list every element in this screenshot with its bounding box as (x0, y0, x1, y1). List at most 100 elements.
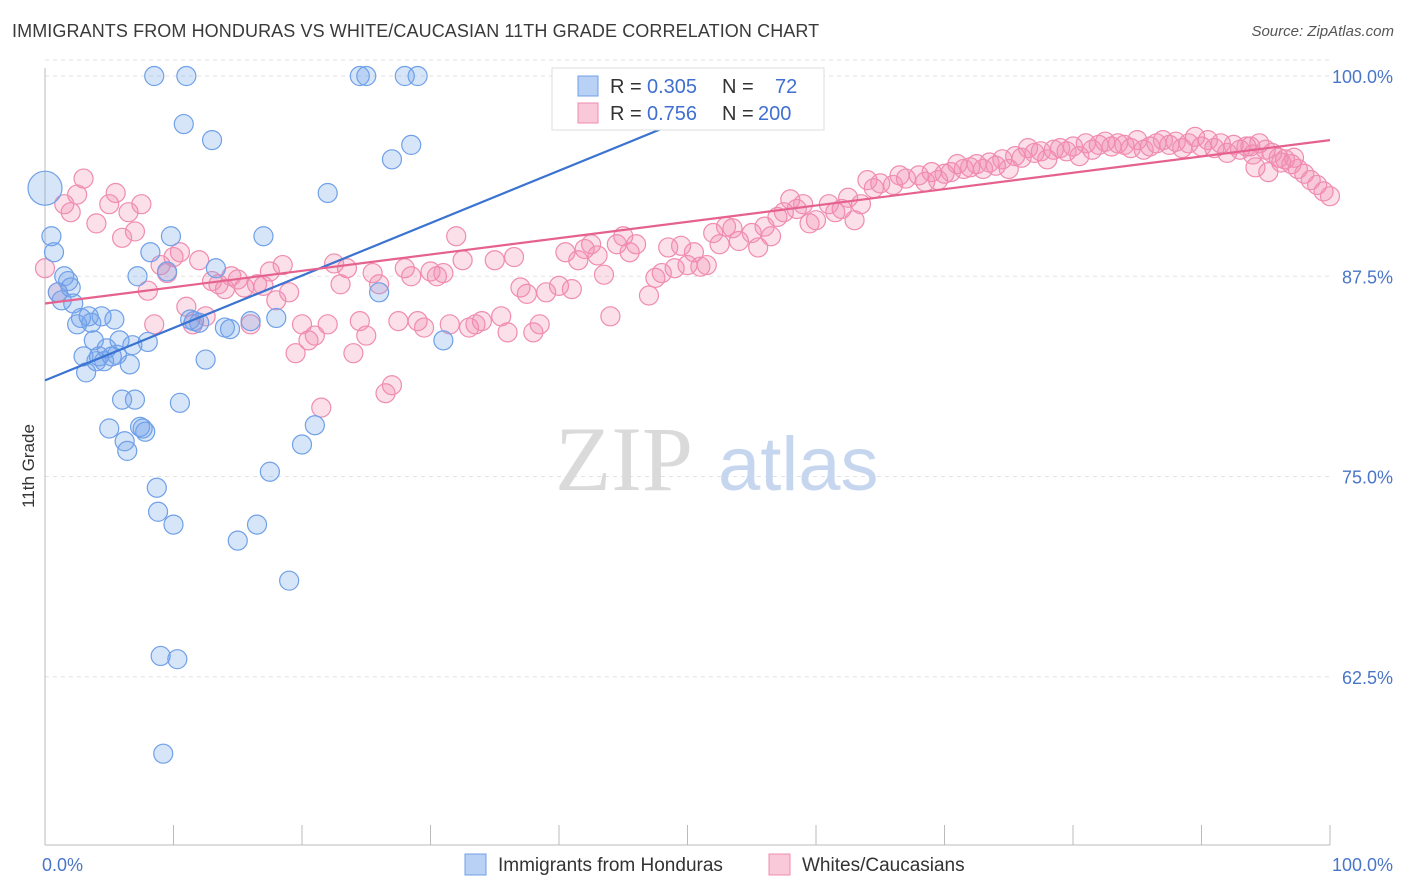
whites-point (625, 234, 647, 255)
honduras-point (91, 306, 112, 327)
whites-point (709, 234, 730, 255)
watermark-atlas: atlas (718, 422, 879, 507)
whites-point (401, 266, 422, 287)
source-label: Source: ZipAtlas.com (1251, 23, 1394, 40)
whites-point (304, 325, 325, 346)
whites-point (503, 246, 525, 268)
whites-point (317, 314, 338, 335)
honduras-point (124, 389, 146, 410)
y-tick-label: 75.0% (1342, 468, 1393, 488)
honduras-point (104, 309, 125, 330)
honduras-point (73, 346, 94, 367)
honduras-point (407, 65, 428, 87)
honduras-point (173, 113, 194, 135)
series-whites-points (34, 126, 1341, 418)
x-tick-label-max: 100.0% (1332, 855, 1393, 875)
honduras-point (119, 354, 140, 375)
whites-point (189, 250, 210, 271)
whites-point (850, 194, 872, 215)
x-tick-label-min: 0.0% (42, 855, 83, 875)
trend-lines (44, 91, 1331, 382)
whites-point (857, 170, 878, 191)
legend-r-value-2: 0.756 (647, 103, 697, 125)
honduras-point (43, 242, 65, 263)
whites-point (452, 250, 473, 271)
honduras-point (259, 461, 280, 482)
whites-point (1283, 147, 1305, 168)
honduras-point (433, 330, 454, 351)
whites-point (433, 262, 454, 284)
honduras-point (144, 65, 165, 87)
whites-point (60, 202, 81, 223)
honduras-point (117, 440, 138, 461)
honduras-point (153, 743, 174, 764)
whites-point (568, 250, 589, 271)
whites-point (169, 242, 191, 263)
whites-point (73, 168, 94, 189)
stats-legend: R = 0.305 N = 72 R = 0.756 N = 200 (551, 67, 825, 131)
whites-point (111, 227, 133, 248)
whites-point (529, 314, 550, 335)
whites-point (748, 237, 769, 258)
honduras-point (41, 226, 62, 247)
watermark: ZIP atlas (555, 408, 879, 510)
whites-point (670, 235, 692, 256)
whites-point (703, 222, 724, 244)
honduras-point (150, 645, 171, 667)
whites-point (285, 343, 306, 364)
bottom-legend-label-blue: Immigrants from Honduras (498, 855, 723, 876)
honduras-point (349, 65, 370, 87)
axes (44, 68, 1331, 846)
series-legend: Immigrants from Honduras Whites/Caucasia… (464, 853, 965, 876)
x-tick-labels: 0.0% 100.0% (42, 855, 1393, 875)
honduras-point (146, 477, 167, 498)
honduras-point (279, 570, 300, 591)
legend-swatch-pink (577, 102, 599, 124)
whites-point (105, 182, 126, 204)
whites-point (369, 274, 390, 295)
whites-point (1245, 157, 1266, 178)
honduras-point (27, 170, 63, 206)
whites-point (1107, 133, 1129, 154)
honduras-point (291, 434, 313, 455)
whites-point (690, 256, 711, 277)
bottom-legend-swatch-blue (464, 853, 487, 876)
whites-point (375, 383, 396, 404)
honduras-point (70, 307, 92, 329)
honduras-point (83, 330, 104, 351)
honduras-point (240, 311, 261, 332)
bottom-legend-swatch-pink (768, 853, 791, 876)
whites-point (998, 158, 1019, 180)
honduras-point (135, 421, 156, 442)
whites-point (940, 162, 962, 183)
whites-point (773, 202, 794, 223)
series-honduras-points (27, 65, 454, 764)
legend-n-label-2: N = (722, 103, 754, 125)
whites-point (356, 325, 377, 346)
honduras-point (317, 182, 338, 204)
whites-point (793, 194, 814, 215)
whites-point (118, 202, 139, 223)
honduras-point (99, 418, 120, 439)
honduras-point (140, 242, 161, 263)
legend-n-value-2: 200 (758, 103, 791, 125)
legend-n-label-1: N = (722, 76, 754, 98)
whites-point (266, 290, 287, 311)
legend-r-label-2: R = (610, 103, 642, 125)
honduras-point (127, 266, 148, 287)
whites-point (471, 311, 492, 332)
whites-trend-line (44, 139, 1331, 305)
whites-point (619, 242, 640, 263)
whites-point (658, 237, 679, 258)
whites-point (124, 221, 146, 242)
whites-point (587, 245, 608, 266)
whites-point (805, 210, 827, 231)
whites-point (1005, 146, 1026, 167)
whites-point (1069, 146, 1090, 167)
whites-point (523, 322, 544, 343)
whites-point (664, 258, 685, 279)
whites-point (555, 242, 576, 263)
whites-point (760, 226, 782, 247)
honduras-trend-line (44, 91, 753, 382)
whites-point (831, 198, 852, 220)
